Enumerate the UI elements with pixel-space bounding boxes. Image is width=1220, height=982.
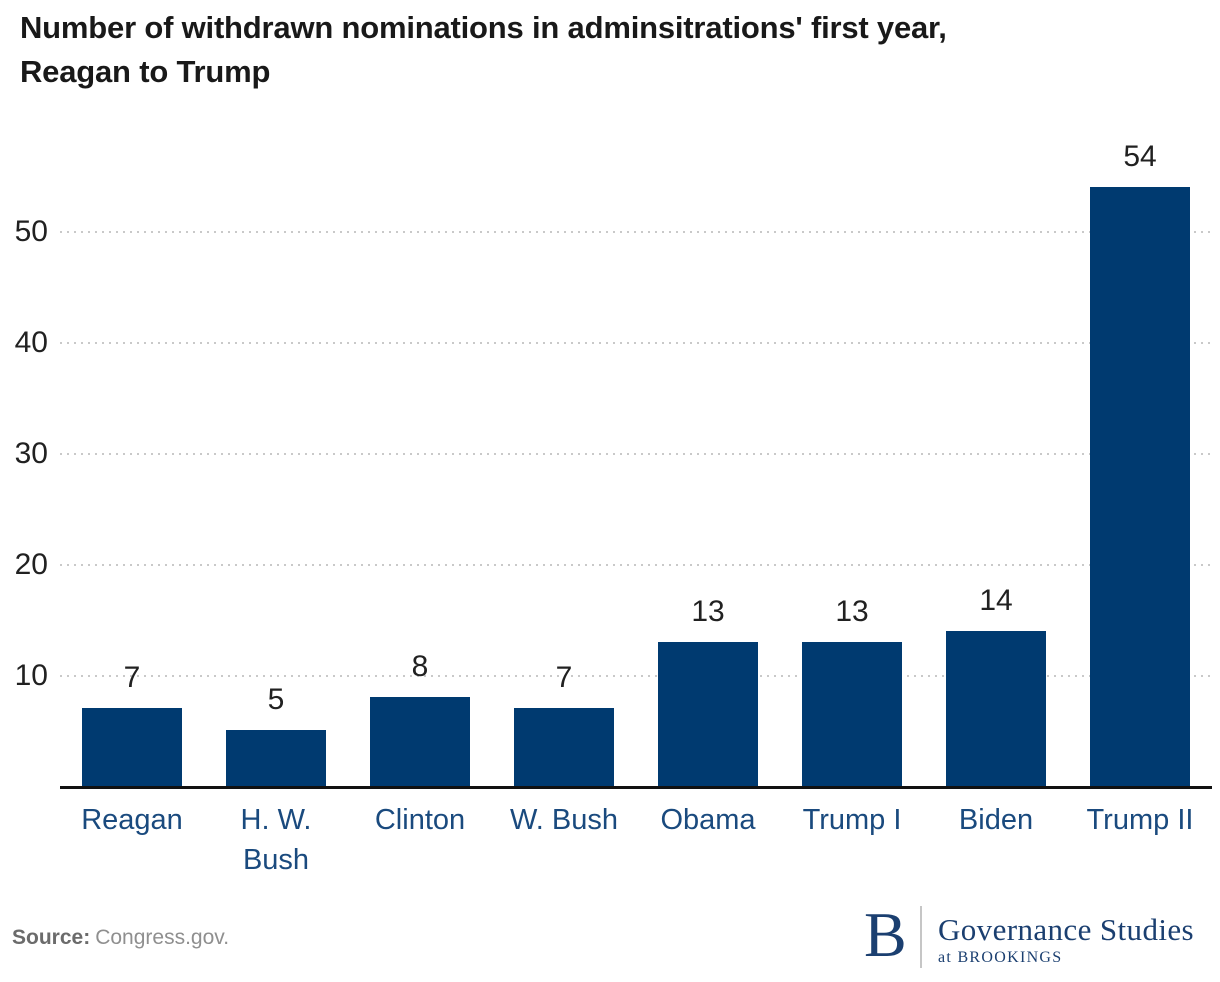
bar-reagan <box>82 708 182 786</box>
x-axis-category-label: Trump I <box>802 804 902 836</box>
y-axis-tick-label: 40 <box>14 326 48 359</box>
chart-title: Number of withdrawn nominations in admin… <box>20 6 1200 94</box>
x-axis-category-label: Biden <box>958 804 1034 836</box>
source-label: Source: <box>12 926 91 949</box>
y-axis-tick-label: 10 <box>14 659 48 692</box>
bar-value-label: 5 <box>267 683 285 716</box>
source-text: Congress.gov. <box>95 926 230 949</box>
bar-value-label: 14 <box>979 584 1013 617</box>
logo-text-block: Governance Studies at BROOKINGS <box>938 913 1194 967</box>
brookings-b-mark: B <box>864 899 907 970</box>
logo-sub-brand: at BROOKINGS <box>938 949 1063 966</box>
source-note: Source: Congress.gov. <box>12 926 229 950</box>
bar-value-label: 13 <box>691 595 725 628</box>
bar-value-label: 13 <box>835 595 869 628</box>
y-axis-tick-label: 30 <box>14 437 48 470</box>
chart-title-line-1: Number of withdrawn nominations in admin… <box>20 10 947 45</box>
x-axis-line <box>60 786 1212 789</box>
bar-clinton <box>370 697 470 786</box>
bar-h-w-bush <box>226 730 326 786</box>
bar-value-label: 8 <box>411 650 429 683</box>
bar-value-label: 54 <box>1123 140 1157 173</box>
bar-w-bush <box>514 708 614 786</box>
bar-obama <box>658 642 758 786</box>
x-axis-category-label: Obama <box>660 804 756 836</box>
x-axis-category-label: Trump II <box>1086 804 1194 836</box>
gridline-40 <box>60 342 1210 344</box>
x-axis-category-label: Clinton <box>374 804 466 836</box>
bar-trump-ii <box>1090 187 1190 786</box>
x-axis-category-label: Reagan <box>81 804 183 836</box>
gridline-50 <box>60 231 1210 233</box>
gridline-30 <box>60 453 1210 455</box>
y-axis-tick-label: 20 <box>14 548 48 581</box>
y-axis-tick-label: 50 <box>14 215 48 248</box>
bar-trump-i <box>802 642 902 786</box>
bar-biden <box>946 631 1046 786</box>
bar-chart-plot: 10 20 30 40 50 7 5 8 7 13 13 14 54 Reagan H. W. Bush Cl… <box>14 140 1212 876</box>
gridline-20 <box>60 564 1210 566</box>
bar-value-label: 7 <box>123 661 141 694</box>
gridline-10 <box>60 675 1210 677</box>
bar-value-label: 7 <box>555 661 573 694</box>
logo-program-name: Governance Studies <box>938 912 1194 947</box>
chart-title-line-2: Reagan to Trump <box>20 54 271 89</box>
x-axis-category-label: W. Bush <box>510 804 618 836</box>
x-axis-category-label: H. W. Bush <box>240 804 312 876</box>
logo-divider-line <box>920 906 922 968</box>
